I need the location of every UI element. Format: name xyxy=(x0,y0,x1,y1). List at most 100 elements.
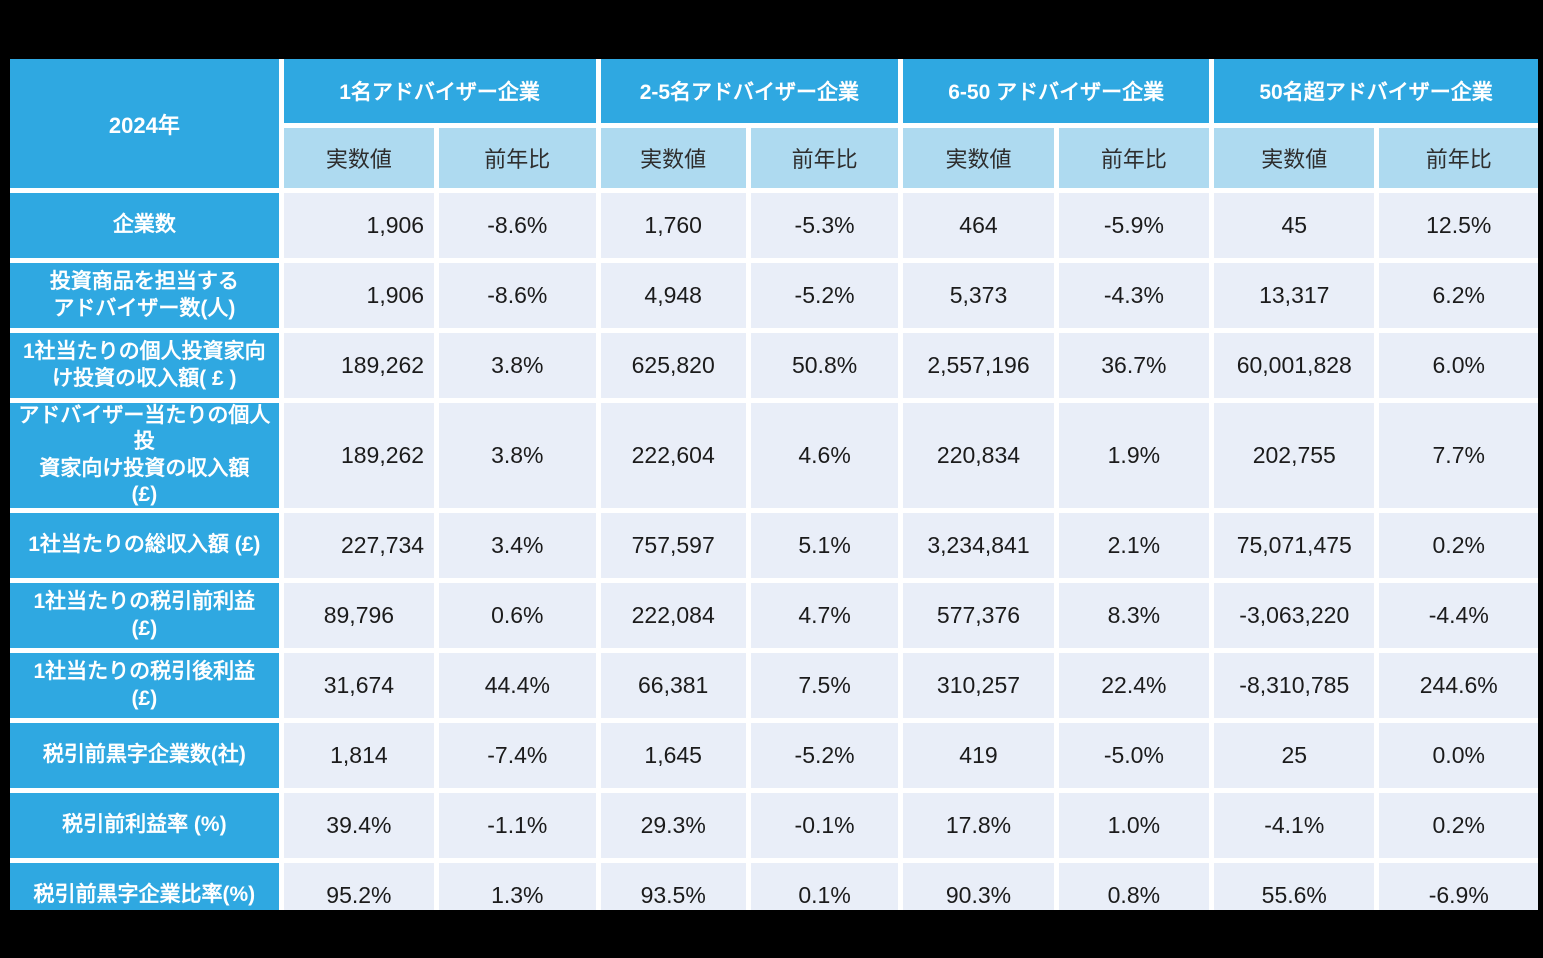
yoy-cell: 6.2% xyxy=(1379,263,1538,328)
yoy-cell: 50.8% xyxy=(750,333,899,398)
year-header-cell: 2024年 xyxy=(10,59,279,188)
value-cell: 55.6% xyxy=(1214,863,1375,910)
value-cell: -8,310,785 xyxy=(1214,653,1375,718)
subheader-value: 実数値 xyxy=(283,128,435,188)
yoy-cell: 0.2% xyxy=(1379,793,1538,858)
value-cell: -4.1% xyxy=(1214,793,1375,858)
value-cell: 75,071,475 xyxy=(1214,513,1375,578)
statistics-table-container: 2024年 1名アドバイザー企業 2-5名アドバイザー企業 6-50 アドバイザ… xyxy=(10,59,1538,910)
value-cell: 95.2% xyxy=(283,863,435,910)
yoy-cell: 0.6% xyxy=(439,583,596,648)
value-cell: 1,906 xyxy=(283,193,435,258)
row-label: 税引前利益率 (%) xyxy=(10,793,279,858)
yoy-cell: -5.9% xyxy=(1058,193,1210,258)
value-cell: 5,373 xyxy=(903,263,1054,328)
yoy-cell: 12.5% xyxy=(1379,193,1538,258)
value-cell: 625,820 xyxy=(600,333,746,398)
yoy-cell: -8.6% xyxy=(439,263,596,328)
yoy-cell: -0.1% xyxy=(750,793,899,858)
table-row: アドバイザー当たりの個人投 資家向け投資の収入額 (£) 189,262 3.8% 2… xyxy=(10,403,1538,508)
subheader-yoy: 前年比 xyxy=(1379,128,1538,188)
yoy-cell: -8.6% xyxy=(439,193,596,258)
group-header-row: 2024年 1名アドバイザー企業 2-5名アドバイザー企業 6-50 アドバイザ… xyxy=(10,59,1538,188)
table-row: 税引前黒字企業数(社) 1,814 -7.4% 1,645 -5.2% 419 -5.0% 2… xyxy=(10,723,1538,788)
group-header-2-5-advisers: 2-5名アドバイザー企業 xyxy=(600,59,899,123)
row-label: 税引前黒字企業比率(%) xyxy=(10,863,279,910)
value-cell: 4,948 xyxy=(600,263,746,328)
yoy-cell: -4.4% xyxy=(1379,583,1538,648)
adviser-firm-statistics-table: 2024年 1名アドバイザー企業 2-5名アドバイザー企業 6-50 アドバイザ… xyxy=(10,59,1538,910)
value-cell: 31,674 xyxy=(283,653,435,718)
yoy-cell: 6.0% xyxy=(1379,333,1538,398)
yoy-cell: 3.8% xyxy=(439,403,596,508)
table-row: 企業数 1,906 -8.6% 1,760 -5.3% 464 -5.9% 45 12.5% xyxy=(10,193,1538,258)
yoy-cell: 3.8% xyxy=(439,333,596,398)
subheader-value: 実数値 xyxy=(1214,128,1375,188)
yoy-cell: 0.0% xyxy=(1379,723,1538,788)
value-cell: 222,604 xyxy=(600,403,746,508)
yoy-cell: 244.6% xyxy=(1379,653,1538,718)
value-cell: 189,262 xyxy=(283,403,435,508)
yoy-cell: 5.1% xyxy=(750,513,899,578)
value-cell: 202,755 xyxy=(1214,403,1375,508)
yoy-cell: -5.2% xyxy=(750,723,899,788)
yoy-cell: -5.0% xyxy=(1058,723,1210,788)
value-cell: 577,376 xyxy=(903,583,1054,648)
row-label: 税引前黒字企業数(社) xyxy=(10,723,279,788)
value-cell: 66,381 xyxy=(600,653,746,718)
value-cell: 2,557,196 xyxy=(903,333,1054,398)
value-cell: 60,001,828 xyxy=(1214,333,1375,398)
yoy-cell: 3.4% xyxy=(439,513,596,578)
yoy-cell: 1.9% xyxy=(1058,403,1210,508)
row-label: アドバイザー当たりの個人投 資家向け投資の収入額 (£) xyxy=(10,403,279,508)
value-cell: 45 xyxy=(1214,193,1375,258)
value-cell: 189,262 xyxy=(283,333,435,398)
value-cell: 25 xyxy=(1214,723,1375,788)
subheader-row: 実数値 前年比 実数値 前年比 実数値 前年比 実数値 前年比 xyxy=(10,128,1538,188)
value-cell: 220,834 xyxy=(903,403,1054,508)
yoy-cell: 0.1% xyxy=(750,863,899,910)
value-cell: 3,234,841 xyxy=(903,513,1054,578)
yoy-cell: 1.3% xyxy=(439,863,596,910)
table-row: 1社当たりの税引前利益 (£) 89,796 0.6% 222,084 4.7% 577,… xyxy=(10,583,1538,648)
row-label: 1社当たりの個人投資家向 け投資の収入額( £ ) xyxy=(10,333,279,398)
yoy-cell: 4.7% xyxy=(750,583,899,648)
yoy-cell: 7.7% xyxy=(1379,403,1538,508)
subheader-value: 実数値 xyxy=(903,128,1054,188)
value-cell: 13,317 xyxy=(1214,263,1375,328)
value-cell: 757,597 xyxy=(600,513,746,578)
table-header: 2024年 1名アドバイザー企業 2-5名アドバイザー企業 6-50 アドバイザ… xyxy=(10,59,1538,188)
table-row: 1社当たりの総収入額 (£) 227,734 3.4% 757,597 5.1% 3,23… xyxy=(10,513,1538,578)
group-header-1-adviser: 1名アドバイザー企業 xyxy=(283,59,596,123)
row-label: 1社当たりの税引前利益 (£) xyxy=(10,583,279,648)
row-label: 1社当たりの税引後利益 (£) xyxy=(10,653,279,718)
table-row: 投資商品を担当する アドバイザー数(人) 1,906 -8.6% 4,948 -5.2%… xyxy=(10,263,1538,328)
yoy-cell: 1.0% xyxy=(1058,793,1210,858)
row-label: 企業数 xyxy=(10,193,279,258)
value-cell: 39.4% xyxy=(283,793,435,858)
value-cell: 464 xyxy=(903,193,1054,258)
subheader-yoy: 前年比 xyxy=(439,128,596,188)
table-row: 1社当たりの個人投資家向 け投資の収入額( £ ) 189,262 3.8% 625,… xyxy=(10,333,1538,398)
subheader-yoy: 前年比 xyxy=(750,128,899,188)
value-cell: 90.3% xyxy=(903,863,1054,910)
subheader-value: 実数値 xyxy=(600,128,746,188)
value-cell: 227,734 xyxy=(283,513,435,578)
yoy-cell: -6.9% xyxy=(1379,863,1538,910)
value-cell: 1,645 xyxy=(600,723,746,788)
yoy-cell: 44.4% xyxy=(439,653,596,718)
value-cell: 1,814 xyxy=(283,723,435,788)
yoy-cell: -1.1% xyxy=(439,793,596,858)
yoy-cell: 4.6% xyxy=(750,403,899,508)
group-header-6-50-advisers: 6-50 アドバイザー企業 xyxy=(903,59,1210,123)
table-row: 税引前利益率 (%) 39.4% -1.1% 29.3% -0.1% 17.8% 1.0% -… xyxy=(10,793,1538,858)
yoy-cell: -5.2% xyxy=(750,263,899,328)
yoy-cell: -5.3% xyxy=(750,193,899,258)
table-row: 税引前黒字企業比率(%) 95.2% 1.3% 93.5% 0.1% 90.3% 0.8% 5… xyxy=(10,863,1538,910)
value-cell: 1,760 xyxy=(600,193,746,258)
table-body: 企業数 1,906 -8.6% 1,760 -5.3% 464 -5.9% 45 12.5% 投資… xyxy=(10,193,1538,910)
value-cell: 29.3% xyxy=(600,793,746,858)
table-row: 1社当たりの税引後利益 (£) 31,674 44.4% 66,381 7.5% 310,… xyxy=(10,653,1538,718)
yoy-cell: -4.3% xyxy=(1058,263,1210,328)
